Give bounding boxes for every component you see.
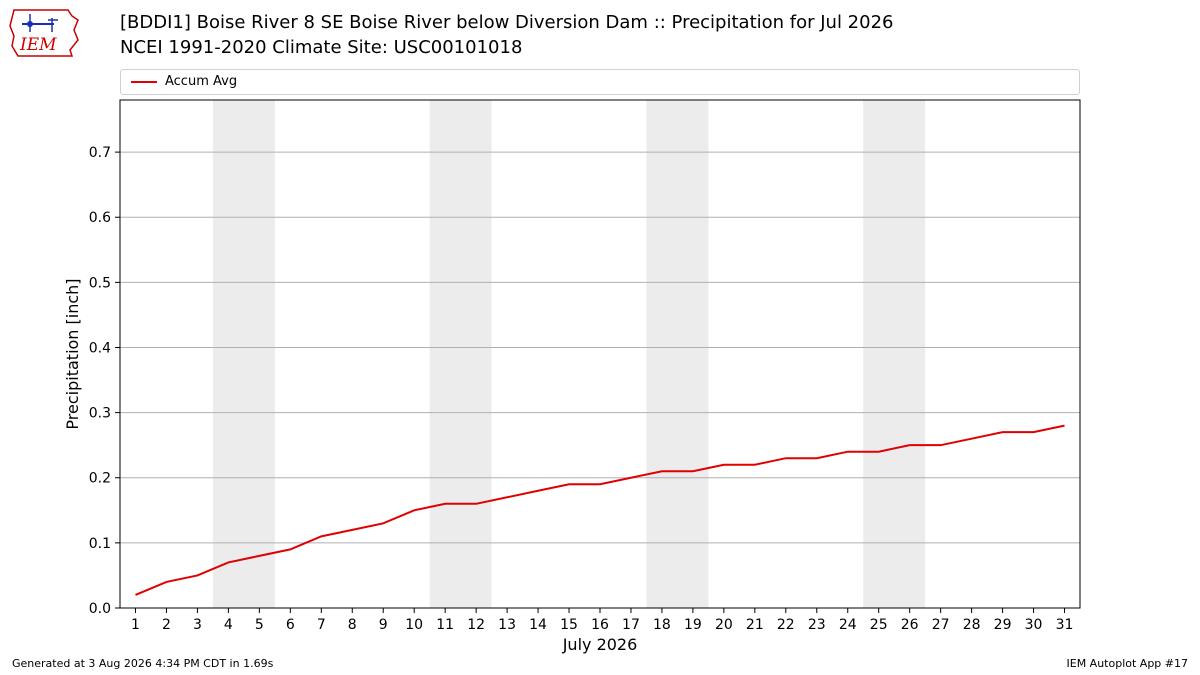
x-tick-label: 16 bbox=[591, 617, 609, 633]
y-tick-label: 0.2 bbox=[89, 471, 111, 487]
logo-text: IEM bbox=[19, 35, 57, 55]
y-ticks: 0.0 0.1 0.2 0.3 0.4 0.5 0.6 0.7 bbox=[89, 145, 120, 617]
chart-title-line1: [BDDI1] Boise River 8 SE Boise River bel… bbox=[120, 12, 894, 33]
legend: Accum Avg bbox=[120, 69, 1080, 95]
x-tick-label: 7 bbox=[317, 617, 326, 633]
y-tick-label: 0.6 bbox=[89, 210, 111, 226]
x-tick-label: 26 bbox=[901, 617, 919, 633]
x-tick-label: 5 bbox=[255, 617, 264, 633]
app-credit: IEM Autoplot App #17 bbox=[1066, 657, 1189, 670]
x-tick-label: 3 bbox=[193, 617, 202, 633]
series-line-accum-avg bbox=[135, 424, 1065, 596]
x-tick-label: 25 bbox=[870, 617, 888, 633]
y-tick-label: 0.5 bbox=[89, 275, 111, 291]
grid-lines bbox=[120, 151, 1080, 544]
x-tick-label: 29 bbox=[994, 617, 1012, 633]
x-tick-label: 17 bbox=[622, 617, 640, 633]
x-tick-label: 28 bbox=[963, 617, 981, 633]
x-tick-label: 10 bbox=[405, 617, 423, 633]
legend-label: Accum Avg bbox=[165, 74, 238, 89]
x-tick-label: 6 bbox=[286, 617, 295, 633]
y-tick-label: 0.0 bbox=[89, 601, 111, 617]
y-tick-label: 0.3 bbox=[89, 406, 111, 422]
generated-timestamp: Generated at 3 Aug 2026 4:34 PM CDT in 1… bbox=[12, 657, 274, 670]
x-tick-label: 24 bbox=[839, 617, 857, 633]
x-tick-label: 13 bbox=[498, 617, 516, 633]
x-tick-label: 14 bbox=[529, 617, 547, 633]
x-tick-label: 15 bbox=[560, 617, 578, 633]
y-tick-label: 0.7 bbox=[89, 145, 111, 161]
x-tick-label: 2 bbox=[162, 617, 171, 633]
x-tick-label: 27 bbox=[932, 617, 950, 633]
x-tick-label: 30 bbox=[1025, 617, 1043, 633]
x-tick-label: 21 bbox=[746, 617, 764, 633]
weekend-band-1 bbox=[212, 100, 275, 608]
weekend-band-4 bbox=[863, 100, 926, 608]
iem-logo: IEM bbox=[9, 9, 79, 57]
x-tick-label: 8 bbox=[348, 617, 357, 633]
y-tick-label: 0.1 bbox=[89, 536, 111, 552]
weekend-band-2 bbox=[429, 100, 492, 608]
y-axis-label: Precipitation [inch] bbox=[63, 278, 82, 429]
x-tick-label: 9 bbox=[379, 617, 388, 633]
legend-swatch bbox=[131, 81, 157, 83]
x-tick-label: 23 bbox=[808, 617, 826, 633]
x-tick-label: 20 bbox=[715, 617, 733, 633]
x-tick-label: 12 bbox=[467, 617, 485, 633]
x-axis-label: July 2026 bbox=[562, 635, 638, 654]
y-tick-label: 0.4 bbox=[89, 340, 111, 356]
x-tick-label: 1 bbox=[131, 617, 140, 633]
x-ticks: 1 2 3 4 5 6 7 8 9 10 11 12 13 14 15 16 17 18 19 20 21 22 23 24 2… bbox=[131, 608, 1073, 633]
x-tick-label: 4 bbox=[224, 617, 233, 633]
series-layer bbox=[135, 424, 1065, 596]
x-tick-label: 11 bbox=[436, 617, 454, 633]
x-tick-label: 18 bbox=[653, 617, 671, 633]
chart-title-line2: NCEI 1991-2020 Climate Site: USC00101018 bbox=[120, 37, 523, 58]
x-tick-label: 22 bbox=[777, 617, 795, 633]
x-tick-label: 31 bbox=[1056, 617, 1074, 633]
weekend-shading bbox=[212, 100, 926, 608]
x-tick-label: 19 bbox=[684, 617, 702, 633]
weekend-band-3 bbox=[646, 100, 709, 608]
